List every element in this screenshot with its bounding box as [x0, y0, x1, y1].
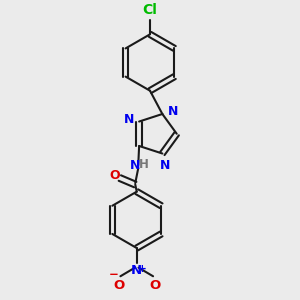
Text: N: N [130, 159, 140, 172]
Text: O: O [110, 169, 120, 182]
Text: Cl: Cl [142, 3, 158, 17]
Text: N: N [160, 159, 170, 172]
Text: O: O [149, 279, 160, 292]
Text: −: − [109, 268, 119, 281]
Text: N: N [123, 113, 134, 126]
Text: N: N [131, 264, 142, 278]
Text: N: N [168, 105, 179, 118]
Text: O: O [113, 279, 124, 292]
Text: H: H [139, 158, 149, 171]
Text: +: + [138, 264, 147, 274]
